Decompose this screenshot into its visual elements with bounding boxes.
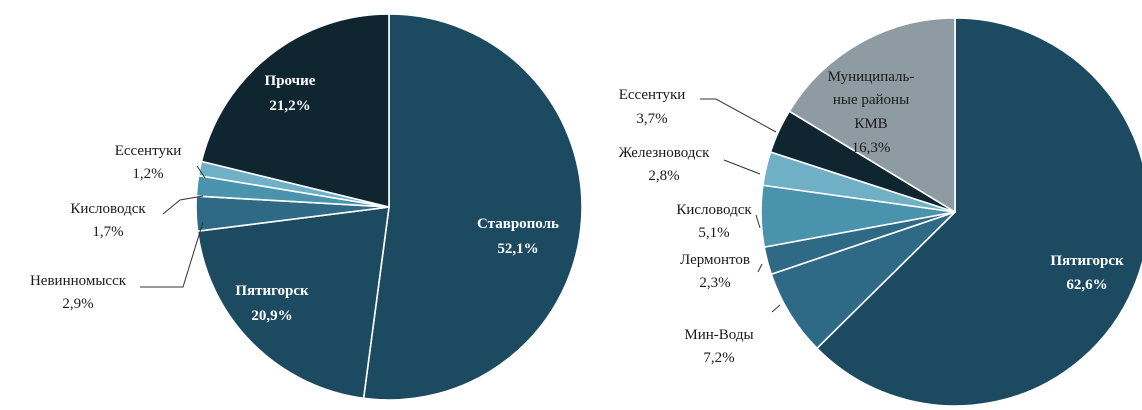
slice-value-лермонтов: 2,3% (699, 275, 730, 291)
slice-name-прочие: Прочие (265, 73, 316, 89)
slice-name-кисловодск: Кисловодск (676, 202, 752, 218)
slice-value-ставрополь: 52,1% (497, 241, 538, 257)
pie-chart-1: Ставрополь 52,1% Пятигорск 20,9% Невинномысс… (30, 13, 583, 401)
pie-slice-муниципаль-ные-районы-кмв (788, 17, 956, 213)
slice-name-муниципаль-ные-районы-кмв: Муниципаль- (828, 69, 915, 85)
slice-value-кисловодск: 1,7% (92, 224, 123, 240)
pie-slice-пятигорск (196, 206, 390, 400)
slice-value-кисловодск: 5,1% (698, 225, 729, 241)
slice-value-ессентуки: 3,7% (636, 111, 667, 127)
slice-value-прочие: 21,2% (269, 98, 310, 114)
leader-line-невинномысск (140, 221, 204, 288)
leader-line-кисловодск (162, 195, 204, 215)
slice-value-пятигорск: 20,9% (251, 308, 292, 324)
pie-chart-2: Пятигорск 62,6% Мин-Воды 7,2% Лермонтов 2,3% К… (619, 17, 1142, 407)
pie-slice-пятигорск (816, 17, 1142, 407)
slice-value-ессентуки: 1,2% (132, 166, 163, 182)
slice-name-муниципаль-ные-районы-кмв: КМВ (854, 116, 887, 132)
slice-value-мин-воды: 7,2% (703, 350, 734, 366)
leader-line-кисловодск (755, 214, 761, 229)
slice-name-ессентуки: Ессентуки (619, 87, 686, 103)
slice-name-железноводск: Железноводск (619, 145, 710, 161)
leader-line-железноводск (723, 159, 761, 175)
slice-value-пятигорск: 62,6% (1066, 277, 1107, 293)
pie-slice-прочие (200, 13, 390, 208)
leader-line-лермонтов (757, 263, 763, 273)
slice-value-невинномысск: 2,9% (62, 296, 93, 312)
leader-line-ессентуки (700, 98, 777, 133)
slice-name-ессентуки: Ессентуки (115, 143, 182, 159)
slice-name-пятигорск: Пятигорск (1050, 253, 1124, 269)
slice-name-муниципаль-ные-районы-кмв: ные районы (833, 92, 909, 108)
leader-line-ессентуки (196, 165, 206, 179)
slice-value-железноводск: 2,8% (648, 168, 679, 184)
slice-name-кисловодск: Кисловодск (70, 201, 146, 217)
slice-name-мин-воды: Мин-Воды (684, 327, 753, 343)
slice-name-лермонтов: Лермонтов (680, 252, 750, 268)
slice-value-муниципаль-ные-районы-кмв: 16,3% (852, 140, 891, 156)
slice-name-пятигорск: Пятигорск (235, 283, 309, 299)
leader-line-мин-воды (771, 304, 781, 313)
pie-slice-ставрополь (362, 13, 583, 401)
slice-name-невинномысск: Невинномысск (30, 273, 127, 289)
slice-name-ставрополь: Ставрополь (477, 216, 559, 232)
